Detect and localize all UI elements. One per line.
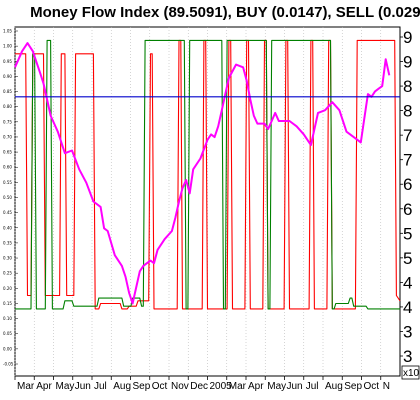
right-tick-label: 9	[403, 53, 412, 72]
left-tick-label: 0.00	[3, 346, 12, 351]
left-tick-label: 0.35	[3, 240, 12, 245]
right-tick-label: 5	[403, 224, 412, 243]
right-tick-label: 4	[403, 298, 412, 317]
mfi-line	[14, 42, 391, 305]
x-tick-label: Apr	[248, 381, 264, 392]
left-tick-label: 0.55	[3, 180, 12, 185]
right-tick-label: 7	[403, 151, 412, 170]
right-tick-label: 9	[403, 28, 412, 47]
right-tick-label: 8	[403, 102, 412, 121]
multiplier-box	[401, 365, 420, 380]
x-tick-label: Jun	[75, 381, 91, 392]
left-tick-label: 1.05	[3, 29, 12, 34]
left-tick-label: 0.85	[3, 89, 12, 94]
chart-title: Money Flow Index (89.5091), BUY (0.0147)…	[30, 4, 420, 21]
right-tick-label: 3	[403, 347, 412, 366]
x-tick-label: Nov	[171, 381, 189, 392]
left-tick-label: 0.45	[3, 210, 12, 215]
right-tick-label: 6	[403, 175, 412, 194]
x-tick-label: Sep	[133, 381, 151, 392]
x-tick-label: Mar	[17, 381, 35, 392]
x-tick-label: Aug	[113, 381, 131, 392]
series-lines	[14, 39, 401, 310]
right-tick-label: 3	[403, 322, 412, 341]
x-tick-label: May	[56, 381, 75, 392]
left-tick-label: 0.90	[3, 74, 12, 79]
x-tick-label: Mar	[229, 381, 247, 392]
x-tick-label: Oct	[152, 381, 168, 392]
y-multiplier-label: x10	[403, 368, 420, 379]
x-tick-label: N	[383, 381, 390, 392]
right-axis-ticks: 9 9 8 8 7 7 6 6 5 5 4 4 3 3	[400, 28, 412, 366]
x-tick-label: Oct	[364, 381, 380, 392]
left-tick-label: 0.80	[3, 104, 12, 109]
left-tick-label: 0.05	[3, 331, 12, 336]
left-tick-label: 0.25	[3, 271, 12, 276]
x-tick-label: May	[267, 381, 286, 392]
buy-line	[15, 39, 400, 310]
left-tick-label: 0.95	[3, 59, 12, 64]
x-tick-label: Aug	[325, 381, 343, 392]
left-tick-label: 0.15	[3, 301, 12, 306]
left-tick-label: 0.60	[3, 165, 12, 170]
x-tick-label: Jun	[287, 381, 303, 392]
right-tick-label: 7	[403, 126, 412, 145]
left-tick-label: 0.10	[3, 316, 12, 321]
right-tick-label: 5	[403, 249, 412, 268]
left-tick-label: 0.70	[3, 134, 12, 139]
right-tick-label: 4	[403, 273, 412, 292]
x-tick-label: Dec	[190, 381, 208, 392]
left-axis-ticks: 1.05 1.00 0.95 0.90 0.85 0.80 0.75 0.70 0.65 0.60…	[3, 29, 18, 367]
left-tick-label: 0.40	[3, 225, 12, 230]
left-tick-label: 0.30	[3, 256, 12, 261]
left-tick-label: 1.00	[3, 44, 12, 49]
x-tick-label: Sep	[344, 381, 362, 392]
left-tick-label: 0.65	[3, 150, 12, 155]
left-tick-label: -0.05	[3, 362, 14, 367]
right-tick-label: 8	[403, 77, 412, 96]
left-tick-label: 0.20	[3, 286, 12, 291]
x-tick-label: Jul	[94, 381, 107, 392]
right-tick-label: 6	[403, 200, 412, 219]
x-tick-label: 2005	[210, 381, 233, 392]
x-tick-label: Jul	[306, 381, 319, 392]
left-tick-label: 0.75	[3, 119, 12, 124]
left-tick-label: 0.50	[3, 195, 12, 200]
x-tick-label: Apr	[36, 381, 52, 392]
